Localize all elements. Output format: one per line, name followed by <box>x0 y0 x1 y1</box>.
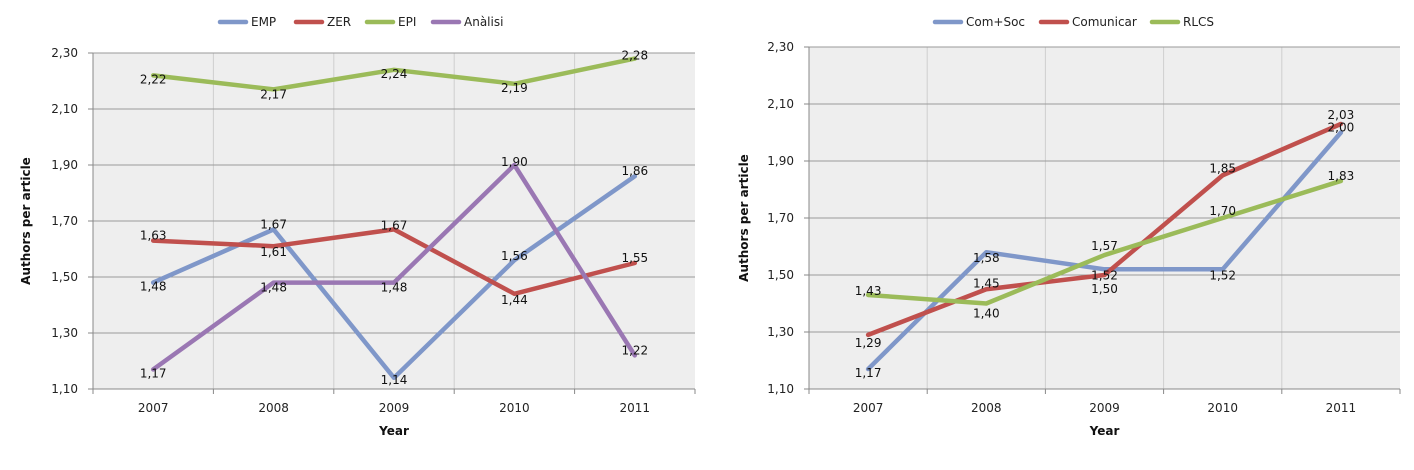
data-label: 1,56 <box>501 249 528 263</box>
series-line-epi <box>150 56 638 92</box>
data-label: 1,67 <box>381 218 408 232</box>
y-tick-label: 1,90 <box>51 158 78 172</box>
data-label: 1,57 <box>1091 239 1118 253</box>
y-tick-label: 1,70 <box>767 211 794 225</box>
data-label: 1,55 <box>621 251 648 265</box>
legend: Com+Soc Comunicar RLCS <box>932 15 1214 29</box>
legend-label: ZER <box>327 15 351 29</box>
y-tick-label: 1,10 <box>51 382 78 396</box>
legend-label: Anàlisi <box>464 15 503 29</box>
data-label: 1,48 <box>381 281 408 295</box>
x-tick-label: 2011 <box>620 401 651 415</box>
data-label: 1,58 <box>973 251 1000 265</box>
legend-label: Comunicar <box>1072 15 1137 29</box>
data-label: 1,61 <box>260 245 287 259</box>
y-axis-title: Authors per article <box>737 154 751 282</box>
x-tick-label: 2007 <box>138 401 169 415</box>
y-tick-label: 2,30 <box>51 46 78 60</box>
data-label: 1,52 <box>1091 268 1118 282</box>
x-axis-title: Year <box>1089 424 1120 438</box>
x-tick-label: 2008 <box>971 401 1002 415</box>
x-tick-label: 2009 <box>379 401 410 415</box>
data-label: 1,83 <box>1328 169 1355 183</box>
data-label: 1,40 <box>973 307 1000 321</box>
x-tick-label: 2010 <box>1207 401 1238 415</box>
x-tick-label: 2010 <box>499 401 530 415</box>
y-tick-label: 2,10 <box>51 102 78 116</box>
series-line-rlcs <box>865 178 1344 306</box>
y-tick-label: 1,90 <box>767 154 794 168</box>
series-line-zer <box>150 227 638 297</box>
data-label: 1,29 <box>855 336 882 350</box>
data-label: 1,90 <box>501 155 528 169</box>
data-label: 1,52 <box>1209 268 1236 282</box>
data-label: 2,00 <box>1328 121 1355 135</box>
x-tick-label: 2009 <box>1089 401 1120 415</box>
legend-label: EMP <box>251 15 276 29</box>
y-tick-label: 1,70 <box>51 214 78 228</box>
x-tick-label: 2008 <box>258 401 289 415</box>
series-line-an-lisi <box>150 162 638 372</box>
data-label: 1,43 <box>855 284 882 298</box>
data-label: 1,17 <box>855 366 882 380</box>
y-tick-label: 1,10 <box>767 382 794 396</box>
y-tick-label: 1,30 <box>51 326 78 340</box>
legend-label: EPI <box>398 15 416 29</box>
data-label: 1,50 <box>1091 282 1118 296</box>
data-label: 2,24 <box>381 67 408 81</box>
data-label: 2,28 <box>621 49 648 63</box>
x-tick-label: 2007 <box>853 401 884 415</box>
data-label: 1,67 <box>260 217 287 231</box>
data-label: 2,03 <box>1328 108 1355 122</box>
legend: EMP ZER EPI Anàlisi <box>217 15 503 29</box>
chart-1: 1,10 1,30 1,50 1,70 1,90 2,10 2,30 2007 2008 2009… <box>19 15 696 438</box>
data-label: 2,17 <box>260 87 287 101</box>
data-label: 1,17 <box>140 366 167 380</box>
y-tick-label: 1,30 <box>767 325 794 339</box>
y-axis-title: Authors per article <box>19 157 33 285</box>
data-label: 1,44 <box>501 293 528 307</box>
data-label: 1,63 <box>140 229 167 243</box>
series-line-com-soc <box>865 130 1344 372</box>
data-label: 1,22 <box>621 343 648 357</box>
data-label: 1,86 <box>621 164 648 178</box>
y-tick-label: 2,10 <box>767 97 794 111</box>
x-axis-title: Year <box>378 424 409 438</box>
data-label: 1,48 <box>140 280 167 294</box>
data-label: 1,70 <box>1209 204 1236 218</box>
x-tick-label: 2011 <box>1326 401 1357 415</box>
legend-label: RLCS <box>1183 15 1214 29</box>
data-label: 1,45 <box>973 276 1000 290</box>
data-label: 1,85 <box>1209 161 1236 175</box>
chart-2: 1,10 1,30 1,50 1,70 1,90 2,10 2,30 2007 2008 2009… <box>737 15 1401 438</box>
y-tick-label: 1,50 <box>767 268 794 282</box>
y-tick-label: 1,50 <box>51 270 78 284</box>
legend-label: Com+Soc <box>966 15 1025 29</box>
data-label: 2,19 <box>501 81 528 95</box>
y-tick-label: 2,30 <box>767 40 794 54</box>
data-label: 2,22 <box>140 72 167 86</box>
data-label: 1,48 <box>260 281 287 295</box>
series-line-comunicar <box>865 121 1344 338</box>
data-label: 1,14 <box>381 373 408 387</box>
